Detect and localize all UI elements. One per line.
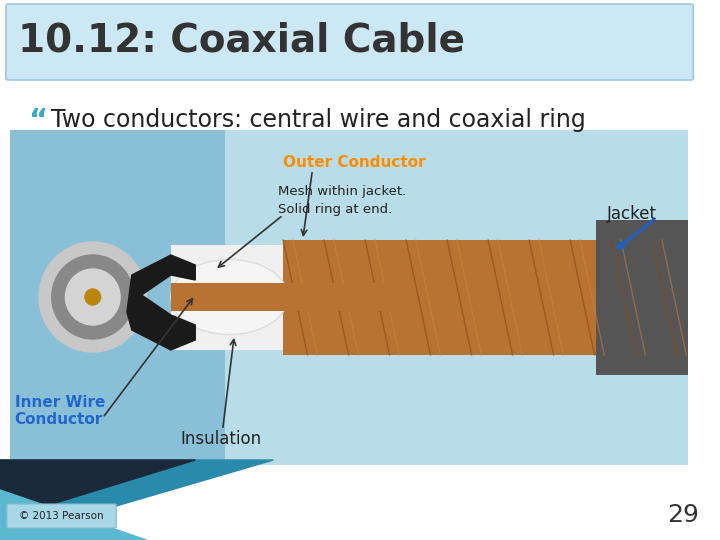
Bar [10,130,225,465]
Text: Mesh within jacket.: Mesh within jacket. [278,185,407,198]
Text: Jacket: Jacket [607,205,657,223]
Circle shape [52,255,134,339]
Polygon shape [127,255,195,350]
Text: Inner Wire
Conductor: Inner Wire Conductor [14,395,105,427]
Text: “: “ [30,107,48,135]
Text: 10.12: Coaxial Cable: 10.12: Coaxial Cable [17,22,464,60]
Polygon shape [0,460,195,520]
Circle shape [66,269,120,325]
Polygon shape [0,460,274,540]
Text: Solid ring at end.: Solid ring at end. [278,203,392,216]
FancyBboxPatch shape [6,504,116,528]
Text: Insulation: Insulation [181,430,262,448]
FancyBboxPatch shape [6,4,693,80]
Bar [171,245,688,350]
Bar [595,220,688,375]
Text: © 2013 Pearson: © 2013 Pearson [19,511,104,521]
Ellipse shape [171,260,288,334]
Text: Outer Conductor: Outer Conductor [283,155,426,170]
Bar [10,130,688,465]
Bar [171,283,415,311]
Circle shape [85,289,101,305]
Text: 29: 29 [667,503,699,527]
Polygon shape [0,490,146,540]
Text: Two conductors: central wire and coaxial ring: Two conductors: central wire and coaxial… [51,108,585,132]
Bar [283,240,688,355]
Circle shape [39,242,146,352]
